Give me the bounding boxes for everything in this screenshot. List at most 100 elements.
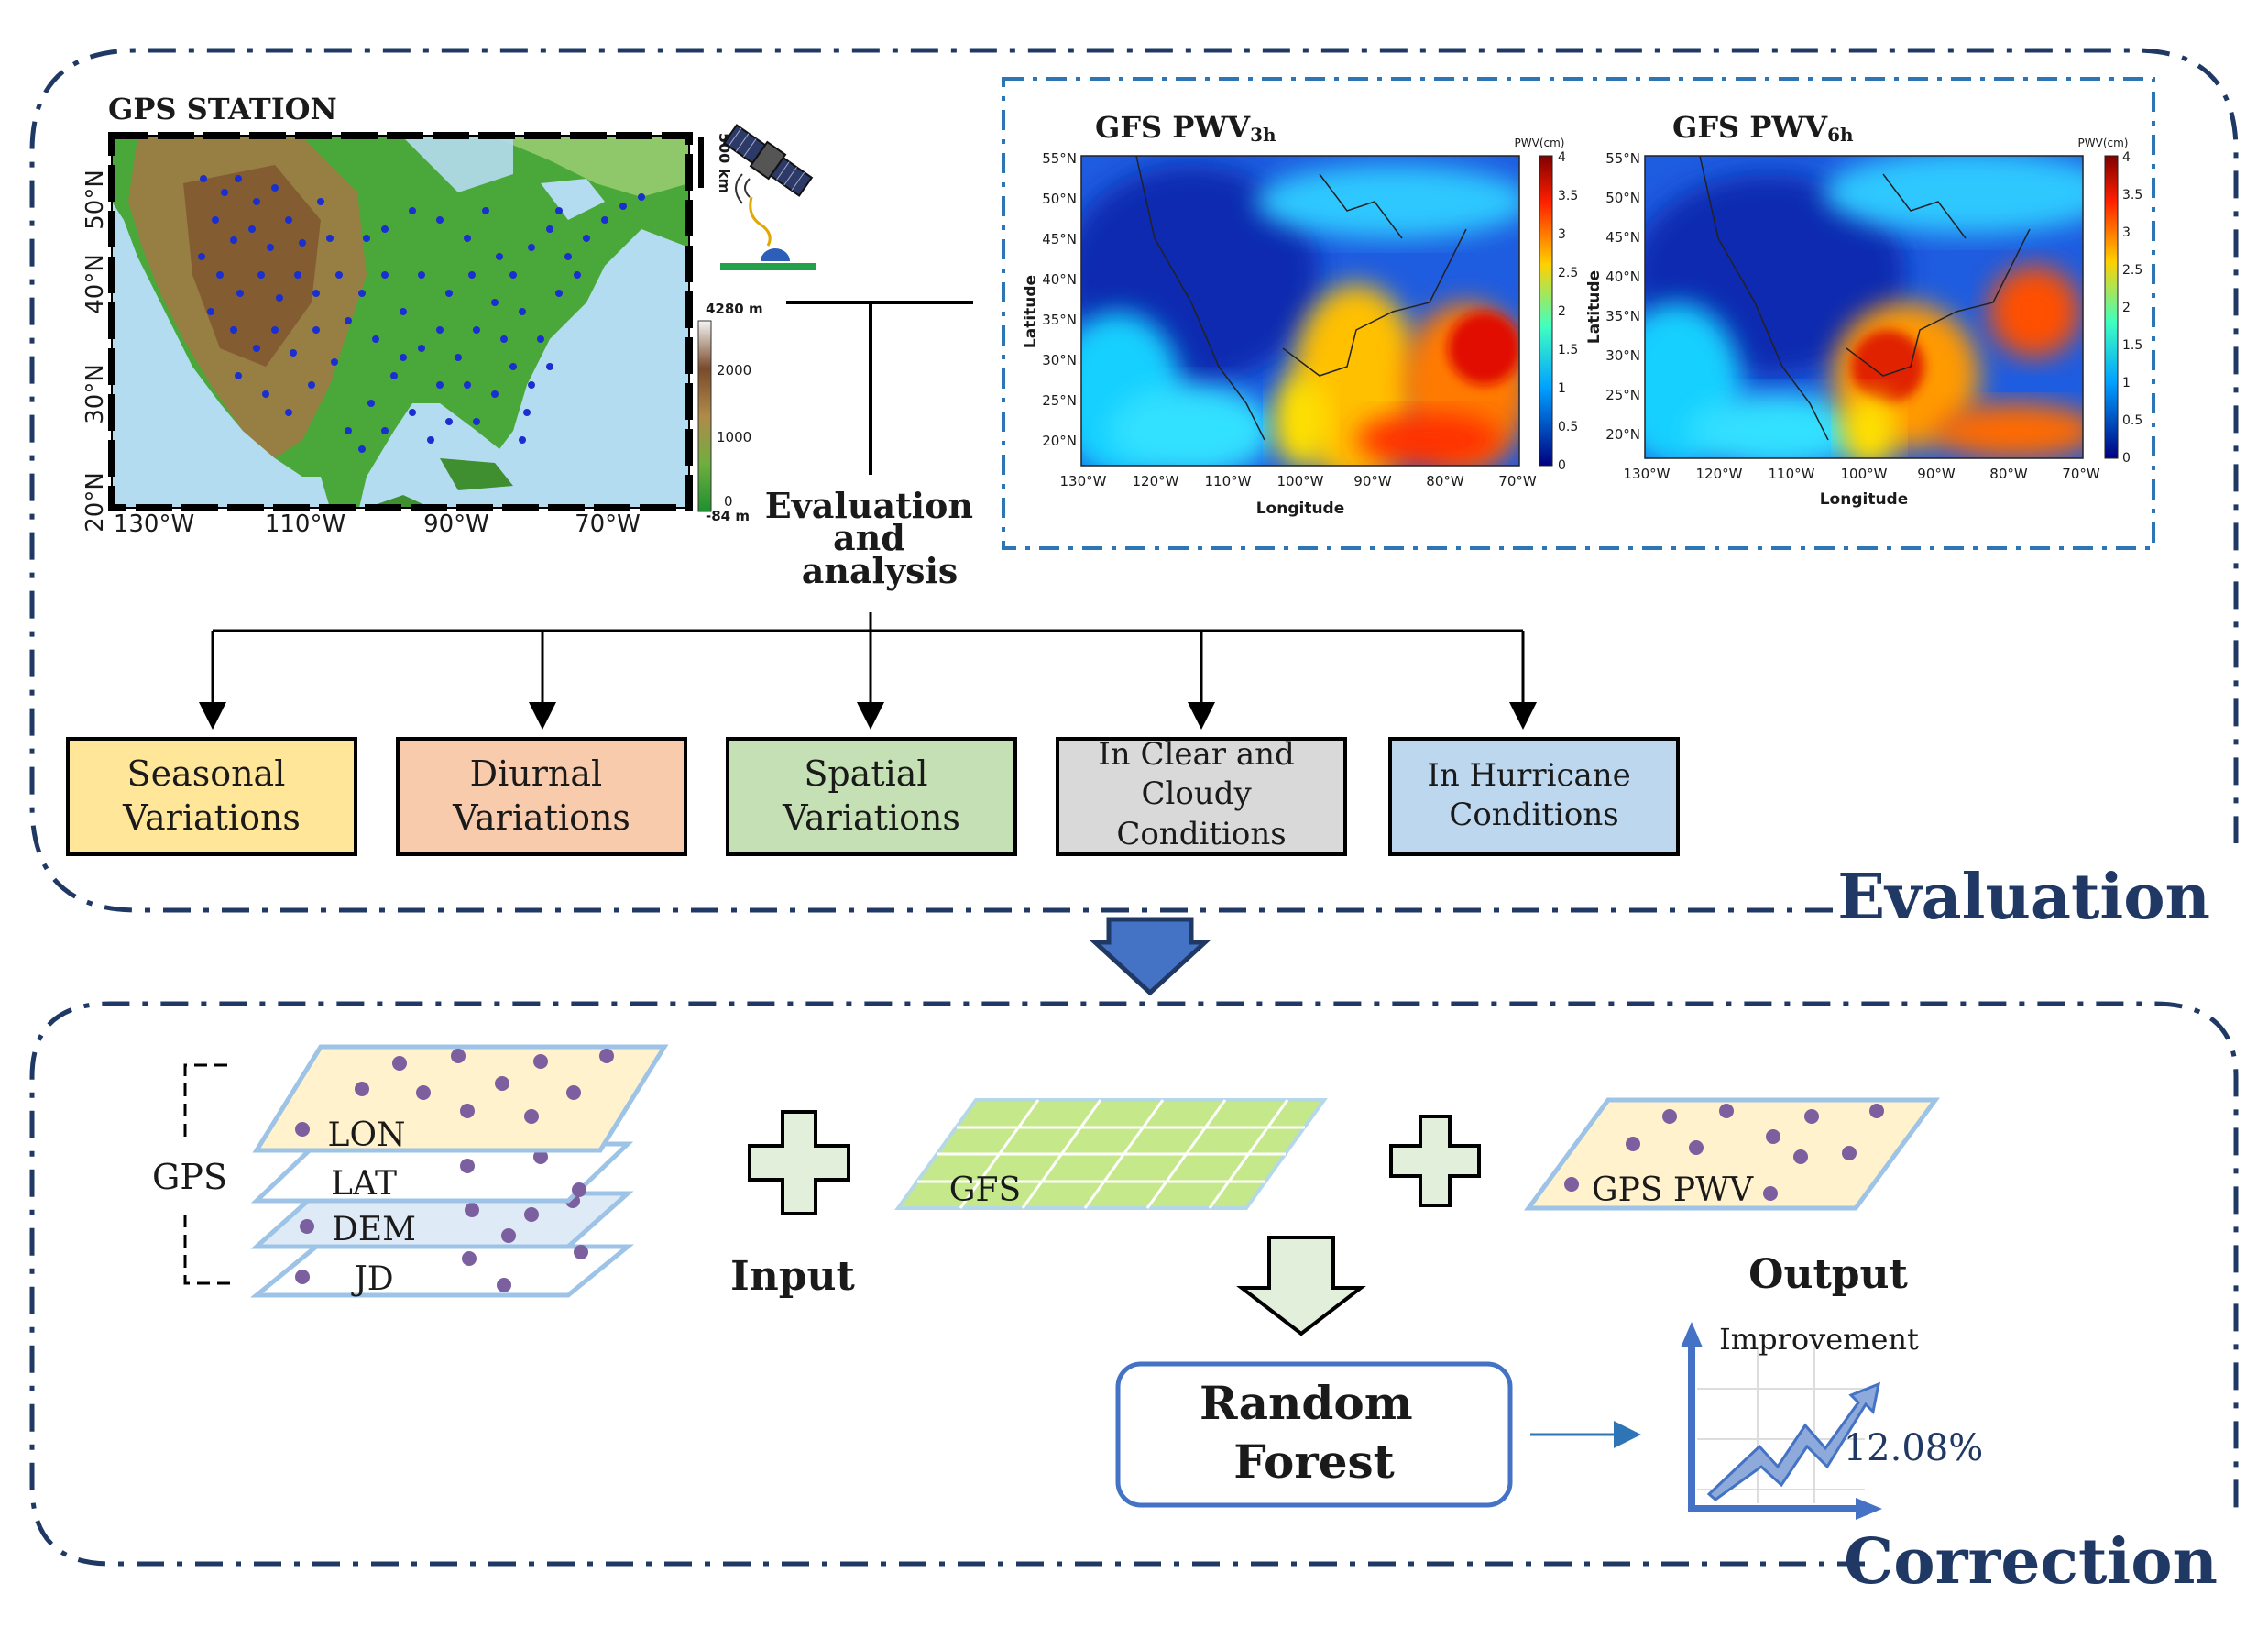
lat-label: 20°N	[1605, 426, 1640, 443]
evaluation-analysis-hub: Evaluation and analysis	[765, 485, 986, 591]
correction-section-label: Correction	[1844, 1525, 2218, 1599]
lon-label: 90°W	[1917, 466, 1956, 482]
lat-label: 30°N	[1605, 347, 1640, 364]
gfs-layer-label: GFS	[949, 1171, 1021, 1209]
gps-pwv-layer-label: GPS PWV	[1592, 1171, 1754, 1209]
gfs-xlabel: Longitude	[1820, 490, 1909, 509]
lat-label: 40°N	[82, 254, 109, 314]
gfs-map-3h-title: GFS PWV3h	[1095, 110, 1276, 146]
lat-label: 45°N	[1605, 229, 1640, 246]
clear-cloudy-conditions-box: In Clear and Cloudy Conditions	[1056, 736, 1347, 856]
box-label: Variations	[452, 797, 630, 838]
plus-icon	[748, 1110, 850, 1215]
lat-label: 35°N	[1042, 312, 1077, 328]
lon-label: 130°W	[1624, 466, 1671, 482]
gps-map-scalebar: 500 km	[698, 133, 733, 193]
elevation-colorbar: 4280 m 2000 1000 0 -84 m	[697, 301, 763, 524]
box-label: Seasonal	[127, 753, 286, 794]
gfs-3h-colorbar: PWV(cm) 4 3.5 3 2.5 2 1.5 1 0.5 0	[1515, 137, 1579, 473]
lon-label: 100°W	[1841, 466, 1888, 482]
lat-label: 40°N	[1042, 271, 1077, 288]
input-label: Input	[730, 1253, 855, 1300]
lon-label: 90°W	[423, 511, 489, 538]
lat-label: 25°N	[1605, 387, 1640, 403]
box-label: Variations	[782, 797, 960, 838]
gps-bracket	[183, 1063, 236, 1285]
elevation-label: -84 m	[706, 508, 750, 524]
lat-label: 25°N	[1042, 392, 1077, 409]
model-label: Random	[1200, 1376, 1413, 1430]
correction-panel-border	[29, 1001, 2239, 1567]
box-label: In Clear and	[1098, 736, 1294, 773]
lat-label: 30°N	[1042, 352, 1077, 368]
colorbar-tick: 3.5	[1558, 189, 1578, 203]
colorbar-tick: 2	[1558, 304, 1566, 319]
colorbar-tick: 3	[1558, 227, 1566, 242]
lat-label: 50°N	[1605, 190, 1640, 206]
trend-arrow-icon	[1706, 1381, 1881, 1501]
output-label: Output	[1748, 1251, 1908, 1298]
lon-label: 130°W	[1060, 473, 1107, 489]
spatial-variations-box: Spatial Variations	[726, 737, 1017, 856]
branch-lines	[199, 612, 1537, 730]
lat-label: 35°N	[1605, 308, 1640, 324]
colorbar-tick: 2.5	[2122, 263, 2142, 278]
svg-text:Spatial Variations: Spatial Variations	[782, 753, 960, 838]
box-label: Cloudy	[1141, 775, 1252, 812]
lon-label: 130°W	[114, 511, 194, 538]
elevation-label: 2000	[717, 362, 751, 379]
lat-label: 40°N	[1605, 269, 1640, 285]
colorbar-tick: 1.5	[2122, 338, 2142, 353]
box-label: Diurnal	[470, 753, 603, 794]
colorbar-tick: 0	[2122, 451, 2131, 466]
lat-label: 55°N	[1605, 150, 1640, 167]
layer-label-lat: LAT	[331, 1165, 397, 1203]
lon-label: 110°W	[1769, 466, 1815, 482]
seasonal-variations-box: Seasonal Variations	[66, 737, 357, 856]
lat-label: 50°N	[82, 170, 109, 230]
box-label: In Hurricane	[1427, 757, 1630, 794]
evaluation-section-label: Evaluation	[1837, 861, 2210, 934]
svg-text:In Clear and Cloudy: In Clear and Cloudy Conditions	[1098, 736, 1304, 852]
layer-dem: DEM	[250, 1191, 634, 1249]
lat-label: 50°N	[1042, 191, 1077, 207]
colorbar-tick: 0	[1558, 458, 1566, 473]
layer-lon: LON	[252, 1044, 669, 1154]
gps-receiver-icon	[720, 248, 816, 270]
gfs-maps-box	[1002, 77, 2155, 550]
lon-label: 70°W	[575, 511, 641, 538]
box-label: Conditions	[1116, 816, 1286, 852]
gps-map-lat-labels: 50°N 40°N 30°N 20°N	[82, 170, 109, 533]
correction-panel: Correction	[29, 1001, 2239, 1599]
down-arrow-icon	[1236, 1236, 1366, 1336]
layer-lat: LAT	[250, 1141, 634, 1204]
scalebar-label: 500 km	[716, 133, 733, 193]
colorbar-tick: 1	[1558, 381, 1566, 396]
layer-label-dem: DEM	[332, 1211, 416, 1248]
colorbar-tick: 3	[2122, 225, 2131, 240]
evaluation-connector	[786, 301, 973, 475]
gfs-6h-lat-labels: 55°N 50°N 45°N 40°N 35°N 30°N 25°N 20°N	[1605, 150, 1640, 443]
gfs-3h-lon-labels: 130°W 120°W 110°W 100°W 90°W 80°W 70°W	[1060, 473, 1537, 489]
colorbar-tick: 4	[2122, 150, 2131, 165]
gps-station-map: GPS STATION	[82, 92, 763, 538]
elevation-label: 4280 m	[706, 301, 763, 317]
gps-map-lon-labels: 130°W 110°W 90°W 70°W	[114, 511, 641, 538]
lon-label: 110°W	[265, 511, 345, 538]
lat-label: 45°N	[1042, 231, 1077, 247]
layer-jd: JD	[249, 1244, 635, 1298]
lon-label: 80°W	[1426, 473, 1464, 489]
lon-label: 80°W	[1989, 466, 2028, 482]
elevation-label: 1000	[717, 429, 751, 445]
colorbar-tick: 0.5	[2122, 413, 2142, 428]
gfs-ylabel: Latitude	[1022, 275, 1040, 348]
improvement-value: 12.08%	[1844, 1427, 1984, 1469]
gfs-map-6h: GFS PWV6h Latitude Longitude 55°N 50°N 4…	[1585, 110, 2142, 509]
svg-text:Random Forest: Random Forest	[1200, 1376, 1429, 1489]
elevation-label: 0	[724, 493, 733, 510]
gfs-map-6h-title: GFS PWV6h	[1672, 110, 1854, 146]
input-layers-stack: JD DEM LAT LON	[249, 1044, 669, 1298]
gfs-6h-colorbar: PWV(cm) 4 3.5 3 2.5 2 1.5 1 0.5 0	[2078, 137, 2143, 466]
lon-label: 70°W	[2062, 466, 2100, 482]
improvement-label: Improvement	[1719, 1322, 1919, 1357]
